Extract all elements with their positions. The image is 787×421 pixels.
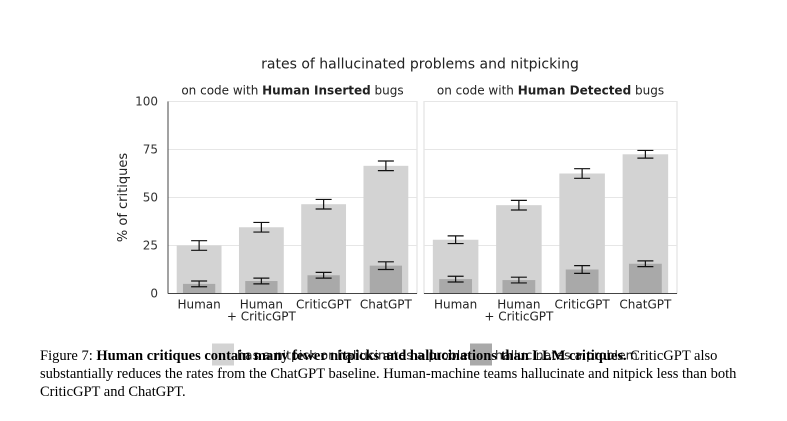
x-tick-label: Human bbox=[434, 298, 477, 312]
caption-text: CriticGPT also substantially reduces the… bbox=[40, 348, 737, 400]
bar bbox=[628, 263, 662, 294]
x-tick-label: Human bbox=[240, 298, 283, 312]
panel-subtitle-post: bugs bbox=[371, 84, 404, 98]
x-tick-label: ChatGPT bbox=[619, 298, 672, 312]
y-tick-label: 75 bbox=[143, 143, 158, 157]
chart-panel-1: 0 25 50 75 100 on code with Human Inserted bu… bbox=[135, 84, 418, 324]
bar bbox=[245, 281, 278, 294]
panel-subtitle-bold: Human Detected bbox=[518, 84, 631, 98]
x-tick-label: Human bbox=[177, 298, 220, 312]
legend-swatch bbox=[212, 343, 234, 366]
y-axis-label: % of critiques bbox=[116, 153, 131, 242]
caption-bold: Human critiques contain many fewer nitpi… bbox=[96, 348, 627, 364]
y-tick-label: 0 bbox=[150, 287, 158, 301]
panel-subtitle: on code with Human Inserted bugs bbox=[181, 84, 403, 98]
x-tick-label: ChatGPT bbox=[360, 298, 413, 312]
panel-subtitle-post: bugs bbox=[631, 84, 664, 98]
bar bbox=[502, 280, 536, 294]
bar bbox=[182, 283, 216, 294]
panel-subtitle: on code with Human Detected bugs bbox=[437, 84, 664, 98]
panel-subtitle-pre: on code with bbox=[181, 84, 262, 98]
legend-label: hallucinates a problem bbox=[495, 348, 638, 363]
bar bbox=[439, 279, 473, 294]
chart-title: rates of hallucinated problems and nitpi… bbox=[261, 57, 579, 73]
panel-subtitle-pre: on code with bbox=[437, 84, 518, 98]
x-tick-label: CriticGPT bbox=[296, 298, 352, 312]
caption-label: Figure 7: bbox=[40, 348, 97, 364]
x-tick-label: CriticGPT bbox=[555, 298, 611, 312]
panel-subtitle-bold: Human Inserted bbox=[262, 84, 371, 98]
chart-panel-2: on code with Human Detected bugs Human Hum… bbox=[423, 84, 678, 324]
y-tick-label: 100 bbox=[135, 95, 158, 109]
legend-swatch bbox=[470, 343, 492, 366]
legend: has a nitpick or hallucinates a problem h… bbox=[212, 343, 638, 366]
legend-label: has a nitpick or hallucinates a problem bbox=[237, 348, 480, 363]
y-tick-label: 50 bbox=[143, 191, 158, 205]
x-tick-label: Human bbox=[497, 298, 540, 312]
x-tick-label: + CriticGPT bbox=[227, 310, 297, 324]
bar bbox=[307, 275, 340, 294]
figure-caption: Figure 7: Human critiques contain many f… bbox=[40, 347, 760, 401]
bar bbox=[369, 265, 403, 294]
y-tick-label: 25 bbox=[143, 239, 158, 253]
x-tick-label: + CriticGPT bbox=[484, 310, 554, 324]
